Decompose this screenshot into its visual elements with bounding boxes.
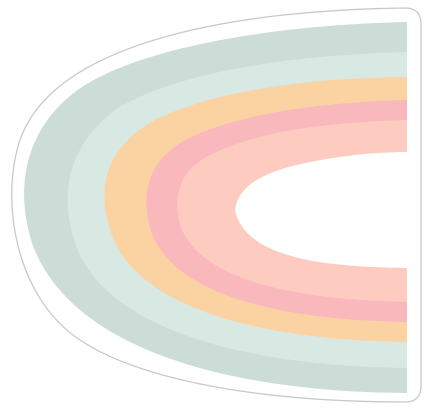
rainbow-center [235, 152, 407, 268]
